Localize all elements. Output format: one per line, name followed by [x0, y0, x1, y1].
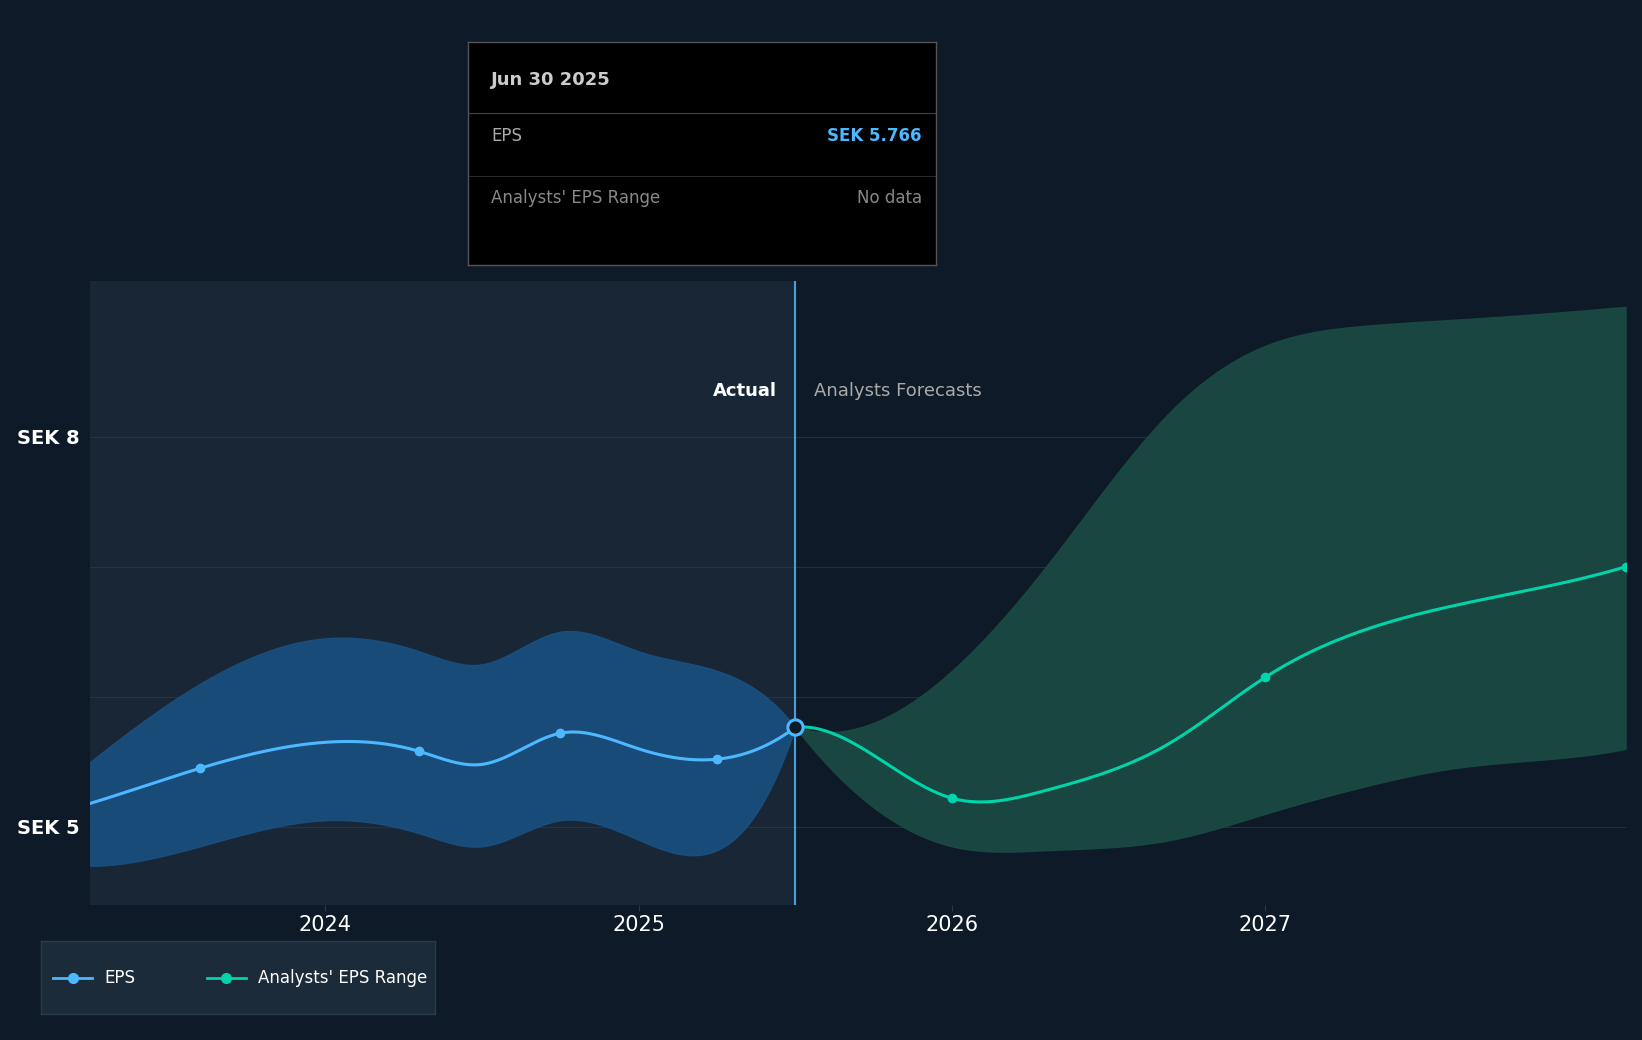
Text: EPS: EPS [103, 968, 135, 987]
Text: No data: No data [857, 189, 921, 207]
Text: Analysts Forecasts: Analysts Forecasts [814, 383, 982, 400]
Bar [90, 281, 795, 905]
Text: SEK 5.766: SEK 5.766 [828, 127, 921, 145]
Text: Jun 30 2025: Jun 30 2025 [491, 71, 611, 88]
Text: Actual: Actual [713, 383, 777, 400]
Text: Analysts' EPS Range: Analysts' EPS Range [491, 189, 660, 207]
Text: EPS: EPS [491, 127, 522, 145]
Text: Analysts' EPS Range: Analysts' EPS Range [258, 968, 427, 987]
